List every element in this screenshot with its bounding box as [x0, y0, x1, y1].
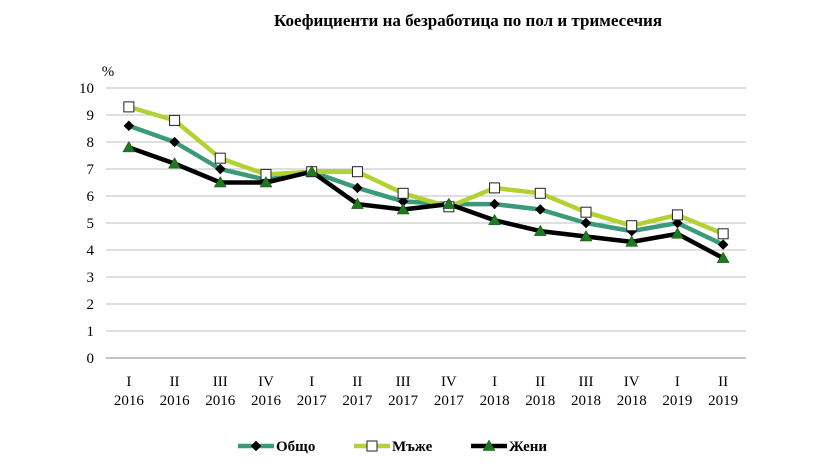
- x-tick-quarter: II: [352, 374, 362, 390]
- x-tick-quarter: II: [535, 374, 545, 390]
- data-point-1: [489, 198, 500, 210]
- y-axis-unit-label: %: [102, 64, 115, 80]
- data-point-2: [580, 206, 592, 218]
- x-tick-year: 2018: [525, 393, 555, 409]
- x-tick-quarter: I: [309, 374, 314, 390]
- x-tick-year: 2016: [205, 393, 236, 409]
- data-point-2: [214, 152, 226, 164]
- data-point-3: [533, 224, 547, 236]
- x-tick-year: 2017: [297, 393, 328, 409]
- data-point-2: [626, 220, 638, 232]
- data-point-3: [213, 175, 227, 188]
- legend-marker: [366, 440, 378, 452]
- data-point-2: [123, 101, 135, 113]
- data-point-3: [579, 229, 593, 242]
- x-tick-year: 2017: [434, 393, 465, 409]
- x-tick-quarter: I: [675, 374, 680, 390]
- legend-label: Жени: [509, 439, 547, 455]
- x-tick-year: 2019: [708, 393, 738, 409]
- data-point-3: [442, 197, 456, 209]
- series-line-1: [126, 123, 726, 247]
- y-tick-label: 8: [87, 135, 95, 151]
- data-point-3: [122, 140, 136, 153]
- legend: Общо Мъже Жени: [238, 439, 547, 455]
- data-point-3: [670, 227, 684, 239]
- data-point-1: [123, 120, 135, 132]
- data-point-2: [489, 182, 501, 194]
- x-tick-quarter: III: [579, 374, 594, 390]
- data-point-3: [396, 202, 410, 215]
- data-point-3: [488, 213, 502, 226]
- y-tick-label: 4: [87, 243, 95, 259]
- gridlines: [106, 87, 746, 359]
- series-markers: [122, 101, 730, 263]
- x-tick-year: 2019: [662, 393, 692, 409]
- y-tick-label: 3: [87, 270, 95, 286]
- data-point-3: [716, 251, 730, 263]
- x-axis-ticks: I2016II2016III2016IV2016I2017II2017III20…: [114, 374, 738, 409]
- legend-label: Мъже: [392, 439, 433, 455]
- data-point-2: [169, 114, 181, 126]
- series-line-3: [126, 145, 726, 261]
- y-tick-label: 7: [87, 162, 95, 178]
- x-tick-year: 2017: [388, 393, 419, 409]
- y-tick-label: 2: [87, 297, 95, 313]
- x-tick-quarter: II: [170, 374, 180, 390]
- legend-marker: [250, 440, 262, 452]
- data-point-2: [671, 209, 683, 221]
- x-tick-quarter: IV: [624, 374, 640, 390]
- x-tick-quarter: I: [492, 374, 497, 390]
- y-axis-ticks: 0 1 2 3 4 5 6 7 8 9 10: [79, 81, 95, 367]
- legend-marker: [482, 439, 496, 451]
- x-tick-quarter: I: [126, 374, 131, 390]
- y-tick-label: 6: [87, 189, 95, 205]
- y-tick-label: 0: [87, 351, 95, 367]
- x-tick-quarter: II: [718, 374, 728, 390]
- x-tick-year: 2016: [251, 393, 282, 409]
- data-point-1: [169, 136, 180, 148]
- data-point-3: [350, 197, 364, 209]
- x-tick-year: 2016: [114, 393, 145, 409]
- x-tick-year: 2018: [617, 393, 647, 409]
- chart-title: Коефициенти на безработица по пол и трим…: [274, 11, 662, 30]
- series-line-2: [126, 104, 726, 237]
- data-point-1: [534, 204, 546, 215]
- x-tick-year: 2018: [571, 393, 601, 409]
- data-point-3: [259, 175, 273, 188]
- y-tick-label: 1: [87, 324, 95, 340]
- x-tick-quarter: III: [213, 374, 228, 390]
- data-point-1: [717, 239, 729, 250]
- data-point-1: [352, 182, 363, 194]
- data-point-3: [625, 235, 639, 247]
- series-lines: [126, 104, 726, 261]
- x-tick-quarter: IV: [258, 374, 274, 390]
- data-point-2: [534, 187, 546, 199]
- y-tick-label: 5: [87, 216, 95, 232]
- data-point-2: [717, 228, 729, 240]
- data-point-1: [214, 163, 226, 175]
- data-point-3: [168, 157, 182, 169]
- data-point-1: [580, 217, 592, 229]
- y-tick-label: 9: [87, 108, 95, 124]
- y-tick-label: 10: [79, 81, 94, 97]
- legend-label: Общо: [276, 439, 315, 455]
- x-tick-quarter: III: [396, 374, 411, 390]
- x-tick-quarter: IV: [441, 374, 457, 390]
- data-point-2: [397, 187, 409, 199]
- data-point-2: [351, 166, 363, 178]
- data-point-3: [305, 165, 319, 177]
- x-tick-year: 2016: [160, 393, 191, 409]
- x-tick-year: 2017: [342, 393, 373, 409]
- x-tick-year: 2018: [480, 393, 510, 409]
